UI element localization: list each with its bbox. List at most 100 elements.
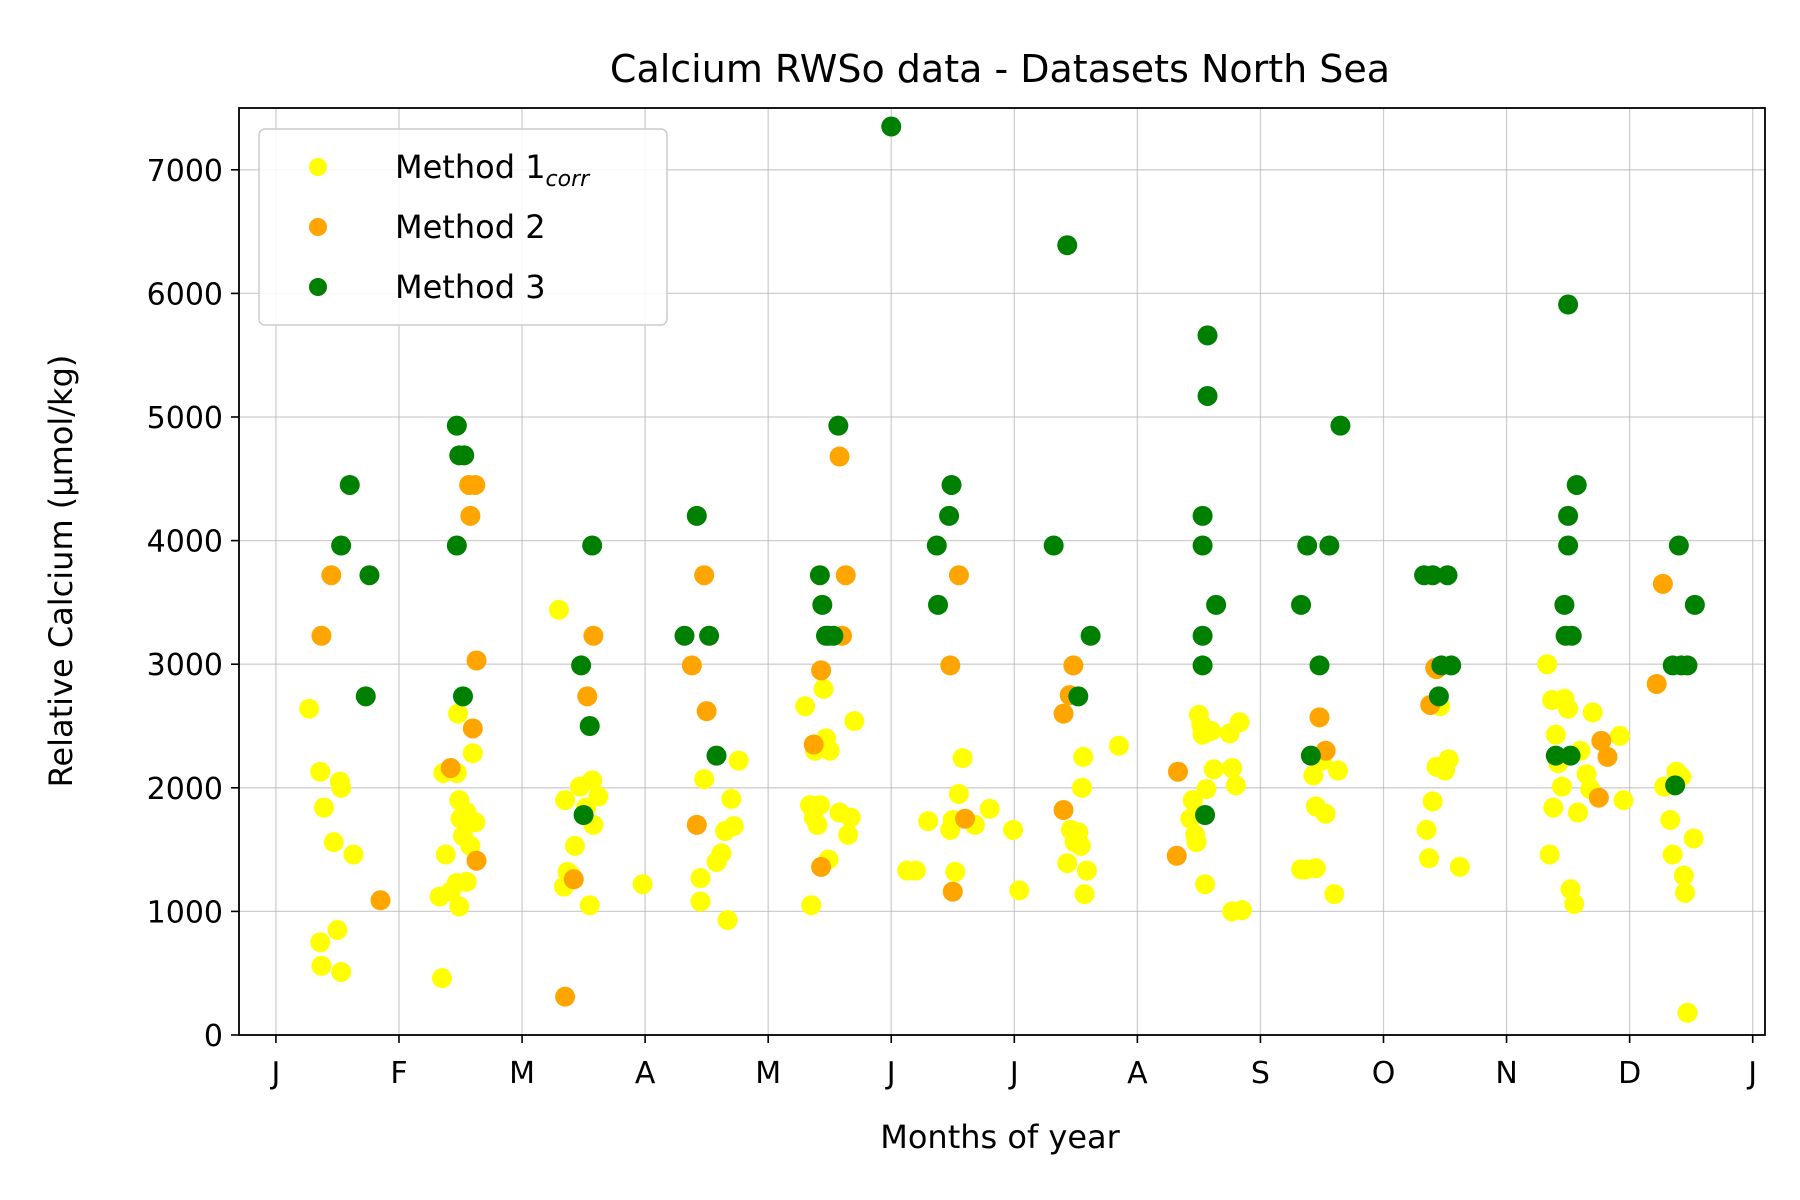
data-point (1057, 235, 1078, 256)
x-tick-label: F (390, 1056, 407, 1091)
data-point (588, 786, 609, 807)
data-point (1597, 746, 1618, 767)
data-point (819, 740, 840, 761)
y-tick-label: 3000 (147, 648, 223, 683)
data-point (1195, 874, 1216, 895)
data-point (1545, 724, 1566, 745)
data-point (1043, 535, 1064, 556)
y-tick-label: 1000 (147, 895, 223, 930)
data-point (1053, 800, 1074, 821)
data-point (674, 625, 695, 646)
data-point (1652, 573, 1673, 594)
data-point (1053, 703, 1074, 724)
data-point (1182, 790, 1203, 811)
data-point (1315, 803, 1336, 824)
data-point (1330, 415, 1351, 436)
data-point (435, 844, 456, 865)
data-point (1662, 844, 1683, 865)
data-point (952, 748, 973, 769)
data-point (1309, 707, 1330, 728)
data-point (1063, 655, 1084, 676)
data-point (343, 844, 364, 865)
data-point (881, 116, 902, 137)
data-point (1297, 535, 1318, 556)
data-point (948, 783, 969, 804)
data-point (1437, 565, 1458, 586)
data-point (1422, 791, 1443, 812)
data-point (331, 961, 352, 982)
data-point (801, 895, 822, 916)
data-point (1539, 844, 1560, 865)
data-point (1537, 654, 1558, 675)
data-point (686, 505, 707, 526)
data-point (1192, 505, 1213, 526)
data-point (313, 797, 334, 818)
data-point (563, 869, 584, 890)
data-point (1192, 625, 1213, 646)
data-point (1074, 884, 1095, 905)
data-point (582, 770, 603, 791)
data-point (1677, 655, 1698, 676)
data-point (807, 814, 828, 835)
data-point (446, 415, 467, 436)
data-point (681, 655, 702, 676)
data-point (1196, 779, 1217, 800)
data-point (456, 871, 477, 892)
data-point (1108, 735, 1129, 756)
legend-label-method-1: Method 1corr (395, 148, 591, 192)
data-point (1327, 760, 1348, 781)
data-point (1561, 625, 1582, 646)
data-point (1070, 835, 1091, 856)
data-point (1558, 505, 1579, 526)
data-point (571, 655, 592, 676)
data-point (466, 650, 487, 671)
data-point (840, 807, 861, 828)
data-point (717, 910, 738, 931)
data-point (699, 625, 720, 646)
data-point (311, 625, 332, 646)
data-point (1567, 802, 1588, 823)
data-point (928, 594, 949, 615)
data-point (945, 861, 966, 882)
series-method-2 (311, 446, 1673, 1007)
data-point (1300, 745, 1321, 766)
data-point (1613, 790, 1634, 811)
y-tick-label: 2000 (147, 772, 223, 807)
data-point (844, 711, 865, 732)
data-point (1564, 893, 1585, 914)
x-tick-label: J (1746, 1056, 1757, 1091)
data-point (1416, 819, 1437, 840)
data-point (1558, 535, 1579, 556)
data-point (694, 769, 715, 790)
data-point (829, 446, 850, 467)
data-point (809, 565, 830, 586)
data-point (460, 505, 481, 526)
data-point (711, 843, 732, 864)
data-point (942, 881, 963, 902)
data-point (1428, 686, 1449, 707)
data-point (579, 716, 600, 736)
x-tick-label: N (1495, 1056, 1517, 1091)
data-point (1684, 594, 1705, 615)
legend-box (258, 128, 668, 326)
data-point (564, 835, 585, 856)
data-point (1192, 655, 1213, 676)
data-point (1303, 765, 1324, 786)
y-tick-label: 4000 (147, 525, 223, 560)
data-point (828, 415, 849, 436)
data-point (448, 703, 469, 724)
data-point (1319, 535, 1340, 556)
data-point (706, 745, 727, 766)
data-point (1560, 745, 1581, 766)
data-point (1203, 759, 1224, 780)
data-point (939, 505, 960, 526)
x-axis-label: Months of year (880, 1118, 1120, 1156)
data-point (327, 919, 348, 940)
data-point (462, 718, 483, 739)
legend-label-method-3: Method 3 (395, 268, 546, 306)
data-point (1231, 900, 1252, 921)
data-point (331, 777, 352, 798)
data-point (582, 535, 603, 556)
data-point (1609, 725, 1630, 746)
data-point (723, 816, 744, 837)
